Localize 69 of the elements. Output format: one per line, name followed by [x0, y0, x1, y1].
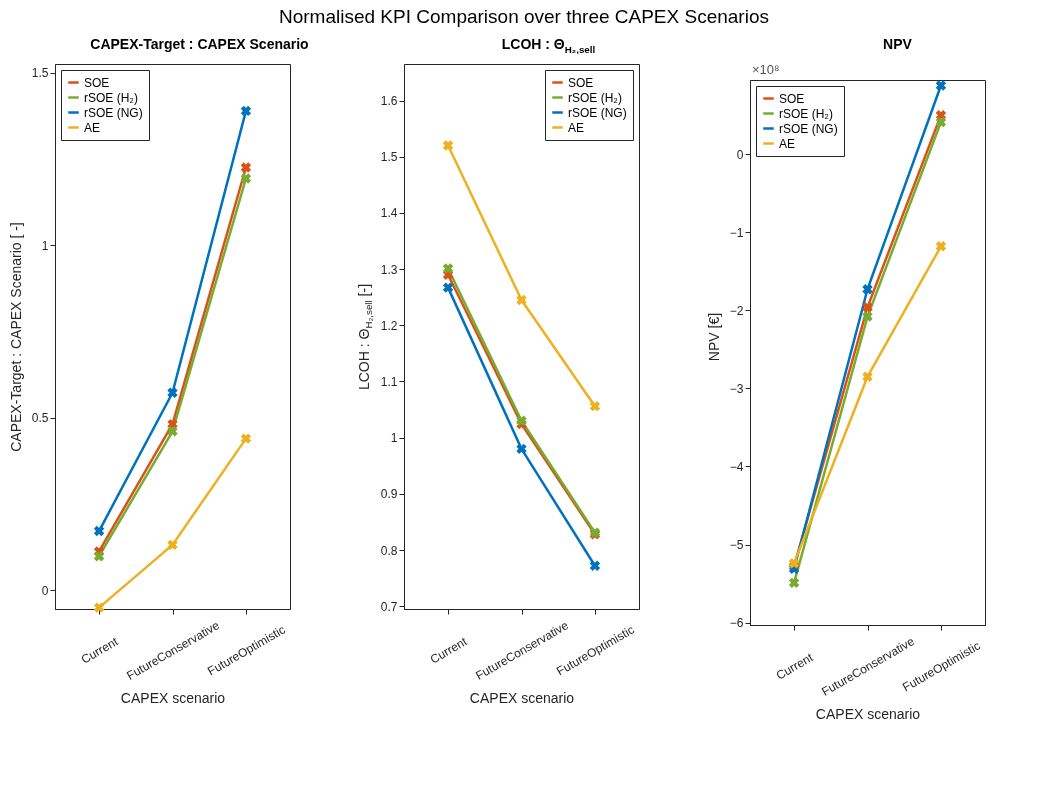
point	[167, 387, 178, 398]
y-tick-label: −4	[729, 460, 744, 474]
legend-label: rSOE (NG)	[779, 121, 838, 136]
legend-label: SOE	[84, 75, 110, 90]
y-tick-label: −6	[729, 616, 744, 631]
chart-title: NPV	[882, 35, 913, 54]
point	[240, 433, 252, 444]
point	[862, 284, 873, 295]
point	[862, 311, 873, 322]
legend-label: rSOE (NG)	[84, 105, 143, 120]
y-tick-label: 0	[736, 147, 744, 162]
y-tick-label: 1.5	[31, 66, 49, 81]
legend-label: rSOE (H₂)	[779, 106, 833, 121]
y-tick-label: 1.2	[380, 318, 398, 333]
y-tick-label: 0.8	[380, 543, 398, 558]
point	[442, 140, 454, 151]
point	[240, 105, 252, 117]
y-tick-label: −1	[729, 225, 744, 240]
y-tick-label: 1.3	[380, 262, 398, 277]
point	[167, 539, 178, 551]
point	[862, 371, 873, 382]
text: Normalised KPI Comparison over three CAPEX Scenarios	[278, 5, 770, 29]
y-tick-label: −2	[729, 303, 744, 318]
y-tick-label: 0	[41, 583, 49, 598]
point	[240, 162, 252, 173]
y-tick-label: 1.4	[380, 206, 398, 221]
point	[442, 282, 454, 293]
y-axis-title: CAPEX-Target : CAPEX Scenario [ -]	[8, 221, 24, 452]
text: ×10⁸	[752, 62, 780, 77]
y-tick-label: 1.5	[380, 150, 398, 165]
x-axis-title: CAPEX scenario	[815, 705, 921, 722]
y-tick-label: 1	[41, 238, 49, 253]
point	[862, 302, 873, 313]
point	[788, 577, 800, 589]
legend-label: SOE	[568, 75, 594, 90]
chart-title: LCOH : Θ$_{H₂,sell}$	[500, 35, 597, 55]
y-tick-label: 0.5	[31, 411, 49, 426]
y-tick-label: 1.6	[380, 94, 398, 109]
point	[93, 525, 105, 537]
y-tick-label: −5	[729, 538, 744, 553]
point	[589, 560, 601, 571]
y-tick-label: 0.7	[380, 599, 398, 614]
legend-label: rSOE (H₂)	[568, 90, 622, 105]
y-tick-label: 0.9	[380, 487, 398, 502]
point	[935, 241, 947, 252]
legend-label: rSOE (H₂)	[84, 90, 138, 105]
legend-label: AE	[568, 120, 585, 135]
point	[93, 602, 105, 613]
legend-label: AE	[779, 136, 796, 151]
point	[516, 415, 527, 426]
point	[442, 263, 454, 274]
y-axis-title: NPV [€]	[706, 312, 722, 361]
point	[240, 173, 252, 184]
point	[167, 426, 178, 437]
point	[516, 294, 527, 306]
point	[516, 443, 527, 455]
point	[935, 80, 947, 91]
y-tick-label: 1	[390, 431, 398, 446]
point	[935, 116, 947, 128]
x-axis-title: CAPEX scenario	[469, 689, 575, 706]
chart-title: CAPEX-Target : CAPEX Scenario	[89, 35, 310, 54]
legend-label: AE	[84, 120, 101, 135]
y-tick-label: −3	[729, 381, 744, 396]
x-axis-title: CAPEX scenario	[120, 689, 226, 706]
legend-label: SOE	[779, 91, 805, 106]
point	[589, 400, 601, 412]
point	[93, 551, 105, 562]
y-tick-label: 1.1	[380, 374, 398, 389]
legend-label: rSOE (NG)	[568, 105, 627, 120]
